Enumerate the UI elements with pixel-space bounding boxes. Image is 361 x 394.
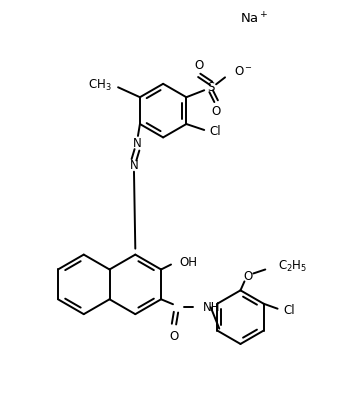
Text: S: S bbox=[208, 81, 215, 94]
Text: Cl: Cl bbox=[209, 125, 221, 138]
Text: Cl: Cl bbox=[283, 304, 295, 317]
Text: NH: NH bbox=[203, 301, 220, 314]
Text: O: O bbox=[195, 59, 204, 72]
Text: OH: OH bbox=[179, 256, 197, 269]
Text: O$^-$: O$^-$ bbox=[234, 65, 253, 78]
Text: C$_2$H$_5$: C$_2$H$_5$ bbox=[278, 259, 308, 274]
Text: CH$_3$: CH$_3$ bbox=[88, 78, 112, 93]
Text: O: O bbox=[212, 105, 221, 118]
Text: O: O bbox=[244, 270, 253, 283]
Text: O: O bbox=[169, 329, 179, 342]
Text: N: N bbox=[130, 159, 138, 172]
Text: N: N bbox=[132, 138, 141, 151]
Text: Na$^+$: Na$^+$ bbox=[240, 11, 269, 27]
